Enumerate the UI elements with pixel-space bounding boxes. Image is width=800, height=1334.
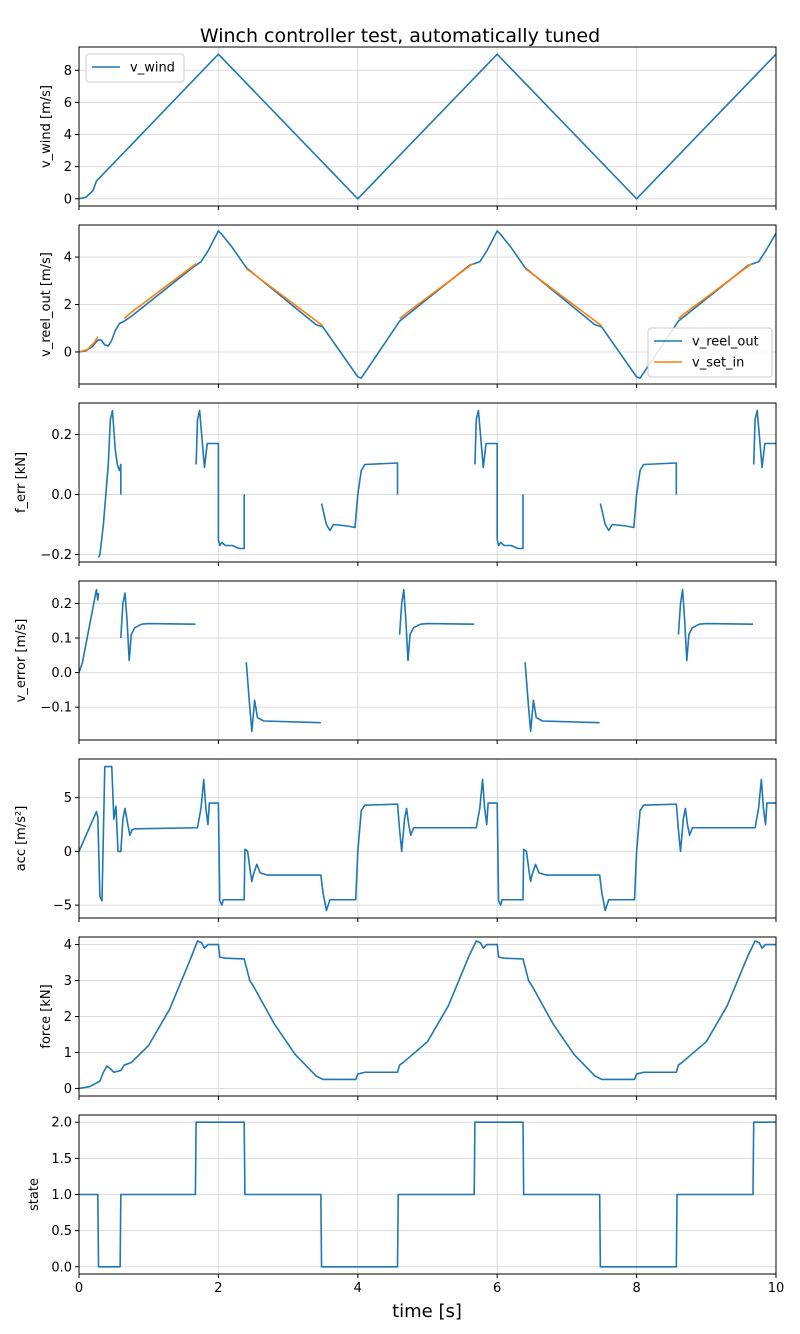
y-axis-label: f_err [kN] (14, 452, 29, 513)
plot-frame (78, 402, 777, 563)
y-axis-label: acc [m/s²] (14, 806, 29, 872)
subplot-6: 0 2 4 6 8 10 0.0 0.5 1.0 1.5 2.0 state (27, 1114, 785, 1296)
plot-frame (78, 224, 777, 385)
subplot-stack: 0 2 4 6 8 v_wind [m/s] v_wind 0 2 4 v_reel_out [m/… (14, 46, 785, 1296)
x-tick-label: 4 (354, 1281, 362, 1296)
subplot-2: −0.2 0.0 0.2 f_err [kN] (14, 402, 777, 566)
plot-frame (78, 758, 777, 919)
series-f_err-line (320, 462, 399, 532)
y-tick-label: 1.0 (51, 1188, 72, 1203)
series-v_set_in-line (245, 268, 324, 327)
subplot-5: 0 1 2 3 4 force [kN] (39, 936, 777, 1100)
y-tick-label: 0.0 (51, 488, 72, 503)
series-v_set_in-line (79, 336, 99, 353)
series-v_set_in-line (524, 268, 603, 327)
series-f_err-line (97, 409, 122, 558)
series-v_wind-line (79, 53, 776, 200)
subplot-1: 0 2 4 v_reel_out [m/s] v_reel_out v_set_in (39, 224, 777, 388)
y-axis-label: force [kN] (39, 984, 54, 1048)
y-tick-label: 1 (64, 1046, 72, 1061)
y-tick-label: 3 (64, 974, 72, 989)
series-v_error-line (398, 588, 475, 662)
y-tick-label: 0 (64, 1082, 72, 1097)
y-tick-label: 4 (64, 128, 72, 143)
series-v_error-line (245, 662, 321, 733)
y-tick-label: −0.2 (40, 548, 72, 563)
y-tick-label: 0 (64, 345, 72, 360)
legend-entry: v_reel_out (692, 335, 759, 350)
y-tick-label: −5 (53, 899, 72, 914)
series-v_reel_out-line (79, 230, 776, 379)
series-v_error-line (79, 588, 100, 673)
y-tick-label: 0.5 (51, 1224, 72, 1239)
subplot-3: −0.1 0.0 0.1 0.2 v_error [m/s] (14, 580, 777, 744)
legend-box (85, 53, 185, 83)
plot-frame (78, 1114, 777, 1275)
y-tick-label: 4 (64, 938, 72, 953)
y-tick-label: 5 (64, 791, 72, 806)
y-tick-label: 4 (64, 251, 72, 266)
series-v_set_in-line (399, 263, 474, 320)
series-f_err-line (195, 409, 245, 550)
series-v_error-line (677, 588, 754, 662)
series-f_err-line (599, 462, 678, 532)
x-axis-label: time [s] (392, 1301, 462, 1322)
series-v_error-line (120, 592, 196, 662)
subplot-0: 0 2 4 6 8 v_wind [m/s] v_wind (39, 46, 777, 210)
x-tick-label: 10 (768, 1281, 785, 1296)
y-tick-label: 0 (64, 192, 72, 207)
legend-entry: v_set_in (692, 356, 744, 371)
y-axis-label: v_wind [m/s] (39, 85, 54, 168)
y-tick-label: 0.0 (51, 666, 72, 681)
plot-frame (78, 936, 777, 1097)
y-axis-label: v_error [m/s] (14, 619, 29, 703)
figure-title: Winch controller test, automatically tun… (200, 25, 600, 47)
x-tick-label: 0 (75, 1281, 83, 1296)
series-force-line (79, 940, 776, 1090)
y-tick-label: 6 (64, 96, 72, 111)
y-axis-label: v_reel_out [m/s] (39, 252, 54, 357)
y-tick-label: 2 (64, 1010, 72, 1025)
plot-frame (78, 580, 777, 741)
y-tick-label: 2.0 (51, 1116, 72, 1131)
y-tick-label: 2 (64, 298, 72, 313)
x-tick-label: 2 (214, 1281, 222, 1296)
y-tick-label: −0.1 (40, 701, 72, 716)
series-state-line (79, 1121, 776, 1268)
y-tick-label: 2 (64, 160, 72, 175)
series-v_set_in-line (123, 263, 197, 320)
y-tick-label: 0.0 (51, 1260, 72, 1275)
series-f_err-line (474, 409, 524, 550)
legend-entry: v_wind (130, 61, 175, 76)
series-acc-line (79, 765, 776, 912)
series-f_err-line (752, 409, 776, 469)
y-tick-label: 8 (64, 64, 72, 79)
series-v_error-line (524, 662, 600, 733)
y-tick-label: 0 (64, 845, 72, 860)
y-axis-label: state (27, 1178, 42, 1211)
x-tick-label: 6 (493, 1281, 501, 1296)
y-tick-label: 1.5 (51, 1152, 72, 1167)
y-tick-label: 0.2 (51, 597, 72, 612)
y-tick-label: 0.1 (51, 632, 72, 647)
x-tick-label: 8 (632, 1281, 640, 1296)
y-tick-label: 0.2 (51, 428, 72, 443)
subplot-4: −5 0 5 acc [m/s²] (14, 758, 777, 922)
plot-frame (78, 46, 777, 207)
series-v_set_in-line (677, 263, 753, 320)
